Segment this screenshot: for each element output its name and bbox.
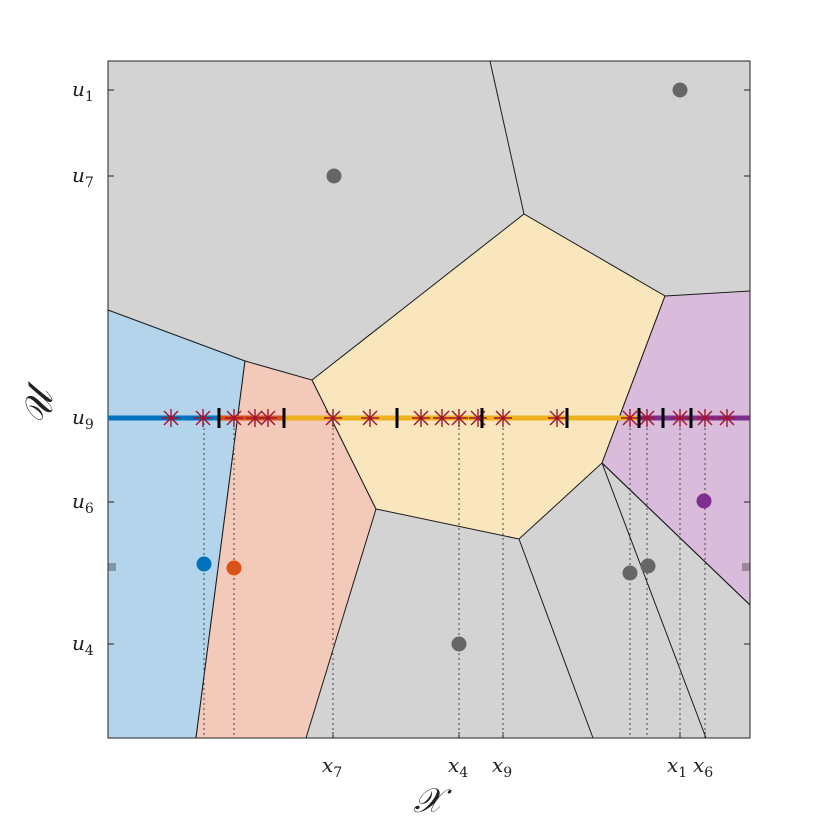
cell-salmon — [195, 360, 377, 739]
svg-text:x9: x9 — [492, 753, 512, 781]
point-gray-u1 — [672, 82, 688, 98]
center-points — [196, 82, 712, 652]
y-tick-labels: u1 u7 u9 u6 u4 — [72, 77, 94, 659]
point-gray-b — [640, 558, 656, 574]
point-orange — [226, 560, 242, 576]
x-axis-label: 𝒳 — [413, 781, 452, 821]
point-gray-u4 — [451, 636, 467, 652]
plot-frame — [107, 60, 751, 739]
svg-text:u7: u7 — [72, 163, 94, 191]
svg-text:x7: x7 — [322, 753, 342, 781]
voronoi-edges — [489, 60, 751, 739]
svg-text:x6: x6 — [693, 753, 713, 781]
svg-text:x1: x1 — [667, 753, 687, 781]
point-purple — [696, 493, 712, 509]
svg-text:u6: u6 — [72, 489, 94, 517]
svg-text:x4: x4 — [448, 753, 468, 781]
y-axis-label: 𝒰 — [17, 381, 61, 425]
boundary-bars — [217, 408, 693, 428]
svg-text:u4: u4 — [72, 631, 94, 659]
point-gray-u7 — [326, 168, 342, 184]
clustered-ticks — [108, 563, 750, 571]
x-tick-labels: x7 x4 x9 x1 x6 — [322, 753, 713, 781]
point-blue — [196, 556, 212, 572]
svg-text:u9: u9 — [72, 405, 94, 433]
svg-text:u1: u1 — [72, 77, 94, 105]
point-gray-a — [622, 565, 638, 581]
